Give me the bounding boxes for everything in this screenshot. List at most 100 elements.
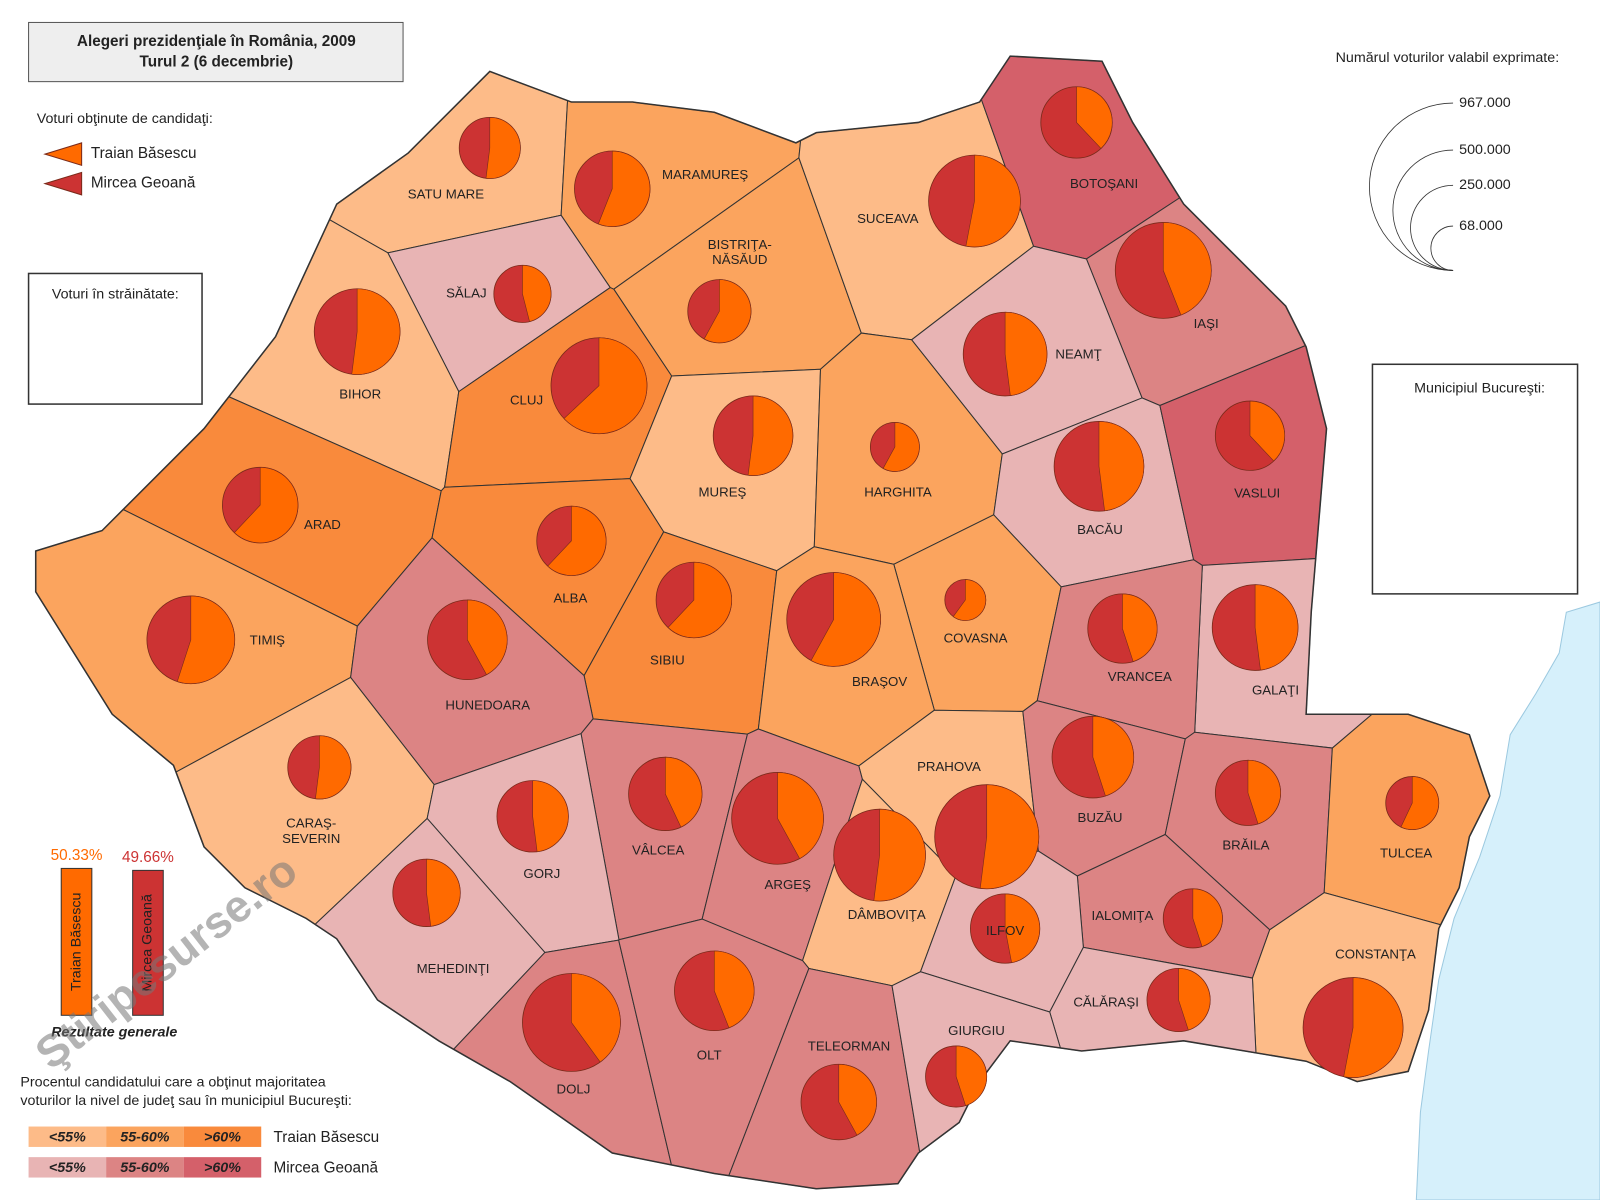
bucharest-label: Municipiul Bucureşti: [1414, 381, 1545, 397]
county-label: SEVERIN [282, 831, 340, 846]
sea [1415, 601, 1600, 1200]
county-label: PRAHOVA [917, 759, 981, 774]
result-bar-name: Mircea Geoană [140, 894, 156, 992]
size-label: 967.000 [1459, 95, 1511, 111]
color-legend-heading: voturilor la nivel de judeţ sau în munic… [20, 1093, 351, 1109]
pie-slice [952, 579, 987, 621]
county-label: VÂLCEA [632, 843, 684, 858]
result-label: 50.33% [51, 847, 103, 864]
county-label: ILFOV [986, 923, 1024, 938]
county-label: HARGHITA [864, 484, 932, 499]
county-label: IALOMIŢA [1092, 908, 1154, 923]
county-label: NĂSĂUD [712, 252, 767, 267]
pie-slice [1162, 222, 1212, 316]
county-label: MEHEDINŢI [417, 961, 490, 976]
county-label: VASLUI [1234, 485, 1280, 500]
pie-slice [667, 561, 732, 639]
size-arc [1392, 149, 1454, 271]
county-label: BACĂU [1077, 522, 1123, 537]
county-label: MUREŞ [699, 484, 747, 499]
pie-slice [1192, 888, 1223, 947]
pie-slice [1004, 311, 1048, 396]
band-label: >60% [204, 1130, 241, 1146]
size-arc [1430, 225, 1454, 271]
pie-slice [703, 279, 752, 344]
pie-slice [1098, 421, 1145, 512]
county-label: VRANCEA [1108, 669, 1172, 684]
pie-slice [351, 288, 401, 375]
pie-slice [597, 150, 651, 227]
county-label: BISTRIŢA- [708, 237, 772, 252]
band-label: >60% [204, 1160, 241, 1176]
pie-slice [955, 1045, 987, 1106]
pie-slice [522, 264, 552, 322]
legend-label: Mircea Geoană [273, 1159, 378, 1176]
color-swatch [106, 1126, 184, 1147]
abroad-box [27, 272, 203, 405]
county-label: BRĂILA [1222, 837, 1269, 852]
size-arc [1410, 184, 1454, 271]
band-label: 55-60% [120, 1130, 169, 1146]
county-label: DOLJ [557, 1081, 591, 1096]
county-label: SUCEAVA [857, 211, 919, 226]
pie-slice [1254, 584, 1299, 671]
legend-label: Mircea Geoană [91, 175, 196, 192]
legend-label: Traian Băsescu [273, 1129, 379, 1146]
title-box [28, 21, 404, 83]
pie-slice [777, 772, 824, 860]
pie-slice [467, 599, 508, 676]
county-label: HUNEDOARA [445, 698, 530, 713]
county-label: CONSTANŢA [1335, 947, 1416, 962]
pie-slice [979, 784, 1040, 890]
county-label: GALAŢI [1252, 682, 1299, 697]
band-label: <55% [49, 1160, 86, 1176]
candidates-heading: Voturi obţinute de candidaţi: [37, 111, 213, 127]
pie-slice [747, 395, 794, 476]
pie-slice [1247, 759, 1281, 825]
pie-slice [1249, 400, 1285, 462]
county-label: GORJ [523, 866, 560, 881]
size-label: 68.000 [1459, 218, 1503, 234]
legends: Alegeri prezidenţiale în România, 2009 T… [20, 21, 1579, 1178]
pie-slice [838, 1063, 877, 1136]
county-label: BRAŞOV [852, 674, 907, 689]
county-label: BOTOŞANI [1070, 176, 1138, 191]
county-labels: SATU MARE MARAMUREŞ SĂLAJ BISTRIŢA-NĂSĂUD SU… [250, 167, 1433, 1096]
subtitle: Turul 2 (6 decembrie) [140, 53, 294, 70]
county-label: CARAŞ- [286, 815, 336, 830]
size-label: 250.000 [1459, 177, 1511, 193]
pie-slice [571, 973, 621, 1063]
border [34, 55, 1491, 1190]
county-label: TELEORMAN [808, 1038, 890, 1053]
color-swatch [28, 1126, 107, 1147]
county-label: IAŞI [1194, 316, 1219, 331]
pie-slice [873, 808, 926, 902]
pie-slice [1178, 968, 1211, 1031]
title: Alegeri prezidenţiale în România, 2009 [77, 33, 356, 50]
pie-slice [547, 505, 607, 576]
result-label: 49.66% [122, 849, 174, 866]
pie-slice [665, 756, 703, 828]
abroad-label: Voturi în străinătate: [52, 287, 179, 303]
pie-slice [1092, 716, 1134, 797]
county-label: COVASNA [944, 630, 1008, 645]
county-label: SATU MARE [408, 186, 484, 201]
county-label: CLUJ [510, 393, 543, 408]
color-legend-heading: Procentul candidatului care a obţinut ma… [20, 1074, 325, 1090]
county-label: OLT [697, 1048, 722, 1063]
general-results-title: Rezultate generale [51, 1024, 177, 1040]
pie-slice [713, 950, 755, 1029]
color-swatch [106, 1157, 184, 1178]
county-label: SIBIU [650, 653, 685, 668]
county-label: ARAD [304, 517, 341, 532]
pie-slice [1400, 776, 1440, 830]
pie-slice [1343, 977, 1404, 1078]
county-label: MARAMUREŞ [662, 167, 748, 182]
pie-slice [965, 154, 1021, 248]
pies [83, 86, 1559, 1141]
color-swatch [183, 1157, 262, 1178]
color-swatch [183, 1126, 262, 1147]
band-label: 55-60% [120, 1160, 169, 1176]
result-bar [60, 867, 93, 1016]
